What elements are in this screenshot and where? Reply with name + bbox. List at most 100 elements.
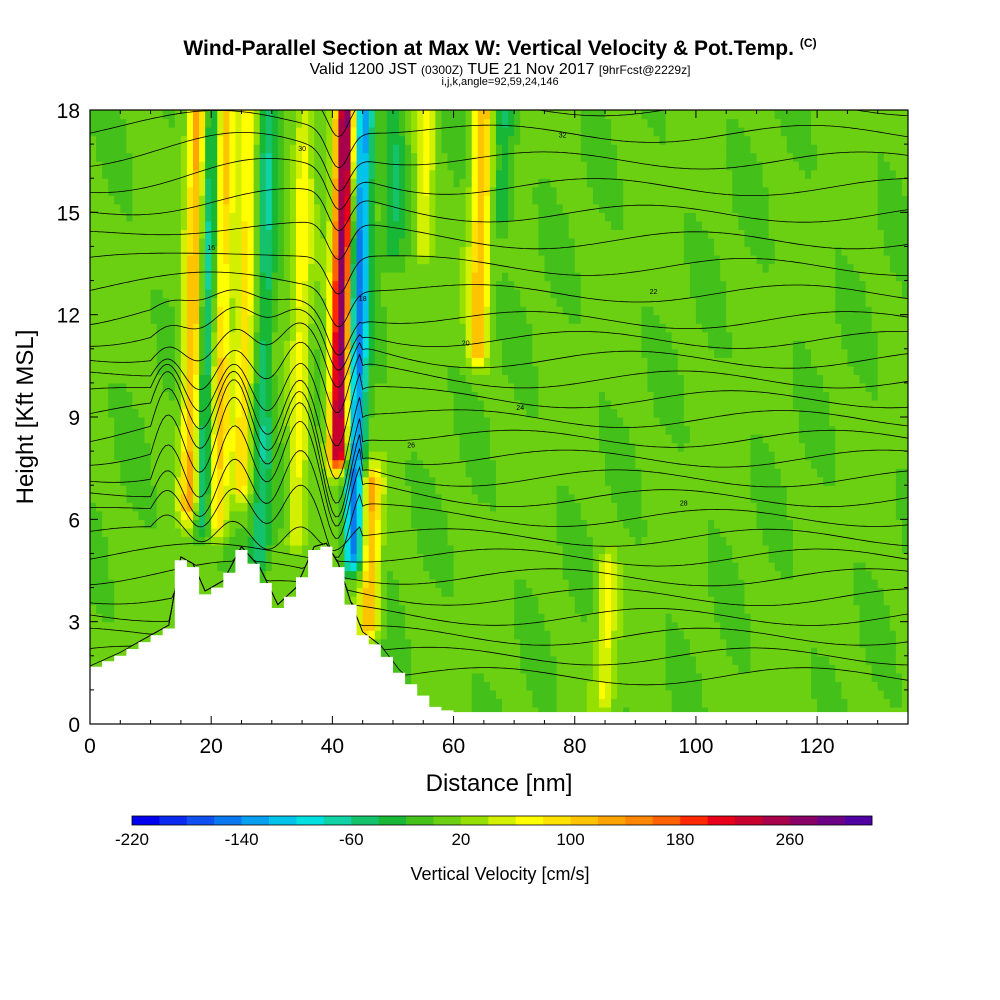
- w-cell: [338, 493, 346, 503]
- w-cell: [138, 314, 146, 324]
- w-cell: [405, 323, 412, 333]
- w-cell: [429, 237, 436, 248]
- w-cell: [144, 579, 152, 589]
- w-cell: [186, 195, 194, 205]
- w-cell: [217, 519, 224, 529]
- w-cell: [193, 254, 200, 265]
- w-cell: [302, 459, 309, 469]
- w-cell: [441, 655, 449, 665]
- w-cell: [380, 340, 388, 350]
- w-cell: [205, 468, 212, 478]
- w-cell: [271, 144, 279, 154]
- w-cell: [429, 331, 436, 341]
- w-cell: [114, 254, 121, 265]
- w-cell: [253, 544, 261, 555]
- w-cell: [405, 203, 412, 213]
- w-cell: [399, 408, 406, 418]
- w-cell: [508, 596, 515, 606]
- w-cell: [441, 297, 449, 307]
- w-cell: [132, 144, 140, 154]
- w-cell: [199, 553, 206, 563]
- w-cell: [356, 323, 364, 333]
- w-cell: [411, 135, 418, 145]
- w-cell: [235, 195, 243, 205]
- w-cell: [489, 510, 497, 520]
- w-cell: [399, 596, 406, 606]
- w-cell: [144, 314, 152, 324]
- w-cell: [271, 587, 279, 597]
- w-cell: [120, 399, 127, 410]
- w-cell: [483, 212, 491, 222]
- w-cell: [253, 110, 261, 120]
- w-cell: [186, 408, 194, 418]
- w-cell: [374, 237, 382, 248]
- w-cell: [229, 417, 237, 427]
- w-cell: [308, 314, 315, 324]
- w-cell: [399, 587, 406, 597]
- w-cell: [417, 493, 424, 503]
- w-cell: [150, 451, 158, 461]
- w-cell: [180, 186, 188, 196]
- w-cell: [277, 485, 285, 495]
- w-cell: [199, 348, 206, 358]
- w-cell: [362, 280, 370, 290]
- w-cell: [144, 442, 152, 452]
- w-cell: [241, 297, 249, 307]
- w-cell: [483, 272, 491, 282]
- w-cell: [368, 212, 376, 222]
- w-cell: [350, 127, 358, 137]
- w-cell: [380, 144, 388, 154]
- w-cell: [411, 110, 418, 120]
- w-cell: [508, 672, 515, 682]
- w-cell: [156, 203, 164, 213]
- w-cell: [399, 485, 406, 495]
- w-cell: [453, 297, 461, 307]
- w-cell: [296, 263, 303, 273]
- w-cell: [320, 254, 327, 265]
- w-cell: [447, 417, 455, 427]
- w-cell: [368, 169, 376, 179]
- w-cell: [441, 570, 449, 580]
- w-cell: [374, 195, 382, 205]
- w-cell: [235, 144, 243, 154]
- w-cell: [108, 579, 115, 589]
- w-cell: [477, 587, 485, 597]
- w-cell: [253, 527, 261, 537]
- w-cell: [362, 502, 370, 512]
- w-cell: [168, 570, 176, 580]
- w-cell: [217, 365, 224, 375]
- w-cell: [174, 229, 182, 239]
- w-cell: [489, 493, 497, 503]
- w-cell: [193, 468, 200, 478]
- w-cell: [90, 604, 97, 614]
- w-cell: [90, 638, 97, 648]
- w-cell: [314, 459, 321, 469]
- w-cell: [223, 246, 230, 256]
- w-cell: [368, 161, 376, 171]
- w-cell: [502, 297, 509, 307]
- w-cell: [90, 212, 97, 222]
- w-cell: [138, 519, 146, 529]
- w-cell: [302, 348, 309, 358]
- w-cell: [392, 579, 400, 589]
- w-cell: [483, 110, 491, 120]
- w-cell: [253, 442, 261, 452]
- w-cell: [120, 561, 127, 572]
- w-cell: [399, 272, 406, 282]
- w-cell: [465, 434, 473, 444]
- w-cell: [150, 596, 158, 606]
- w-cell: [296, 169, 303, 179]
- w-cell: [271, 280, 279, 290]
- w-cell: [417, 331, 424, 341]
- w-cell: [241, 451, 249, 461]
- w-cell: [435, 186, 443, 196]
- w-cell: [483, 340, 491, 350]
- w-cell: [453, 485, 461, 495]
- w-cell: [144, 161, 152, 171]
- w-cell: [96, 110, 103, 120]
- w-cell: [174, 502, 182, 512]
- w-cell: [265, 195, 273, 205]
- w-cell: [241, 314, 249, 324]
- w-cell: [386, 510, 394, 520]
- w-cell: [277, 152, 285, 162]
